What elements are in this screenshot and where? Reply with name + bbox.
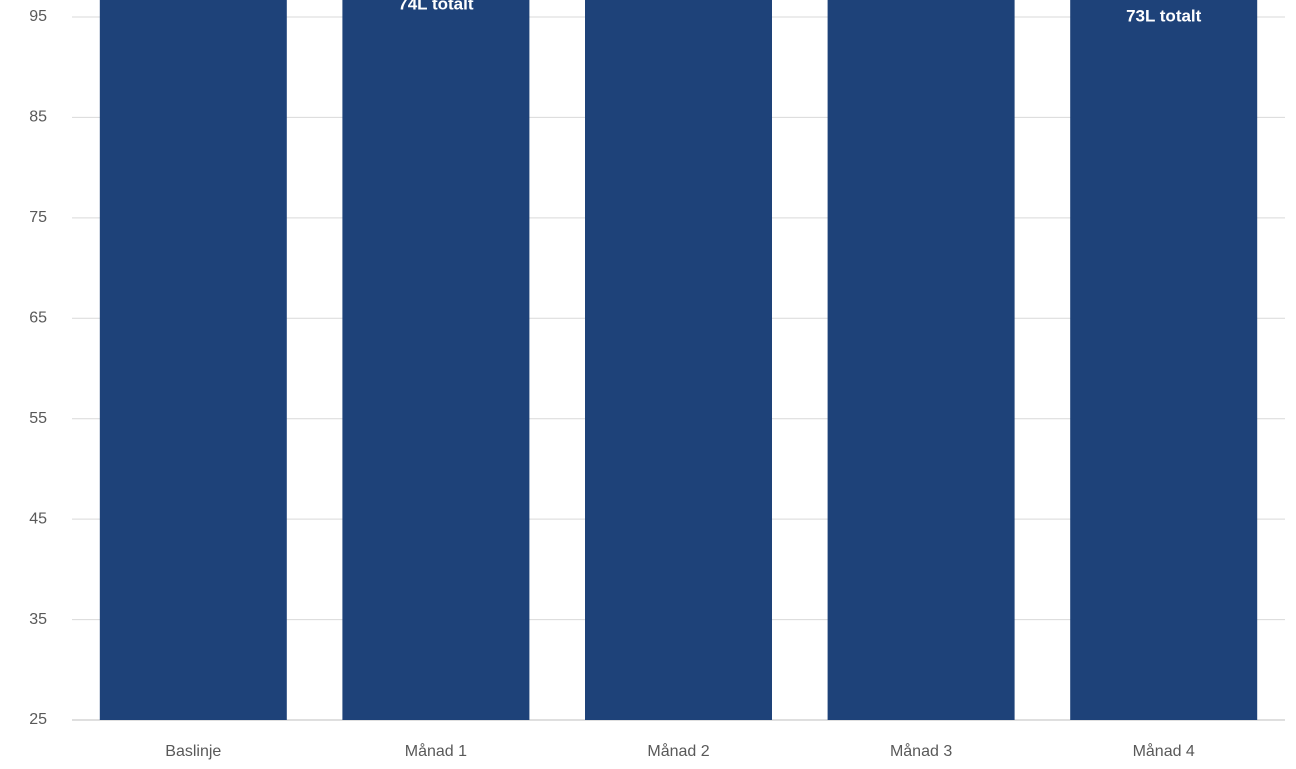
- y-tick-label: 25: [29, 711, 47, 728]
- y-tick-label: 65: [29, 310, 47, 327]
- x-tick-label: Månad 2: [647, 742, 709, 760]
- x-tick-label: Månad 1: [405, 742, 467, 760]
- bar-segment: [1070, 0, 1258, 720]
- y-tick-label: 45: [29, 510, 47, 527]
- x-tick-label: Baslinje: [165, 743, 221, 760]
- x-tick-label: Månad 4: [1133, 742, 1195, 760]
- bar-segment: [585, 0, 772, 720]
- value-label: 73L totalt: [1126, 6, 1202, 25]
- y-tick-label: 35: [29, 611, 47, 628]
- bar-segment: [99, 0, 287, 721]
- y-tick-label: 55: [29, 410, 47, 427]
- bar-segment: [827, 0, 1015, 721]
- y-tick-label: 95: [29, 8, 47, 25]
- value-label: 74L totalt: [398, 0, 474, 13]
- y-tick-label: 75: [29, 209, 47, 226]
- x-tick-label: Månad 3: [890, 742, 952, 760]
- y-tick-label: 85: [29, 109, 47, 126]
- bar-segment: [342, 0, 530, 721]
